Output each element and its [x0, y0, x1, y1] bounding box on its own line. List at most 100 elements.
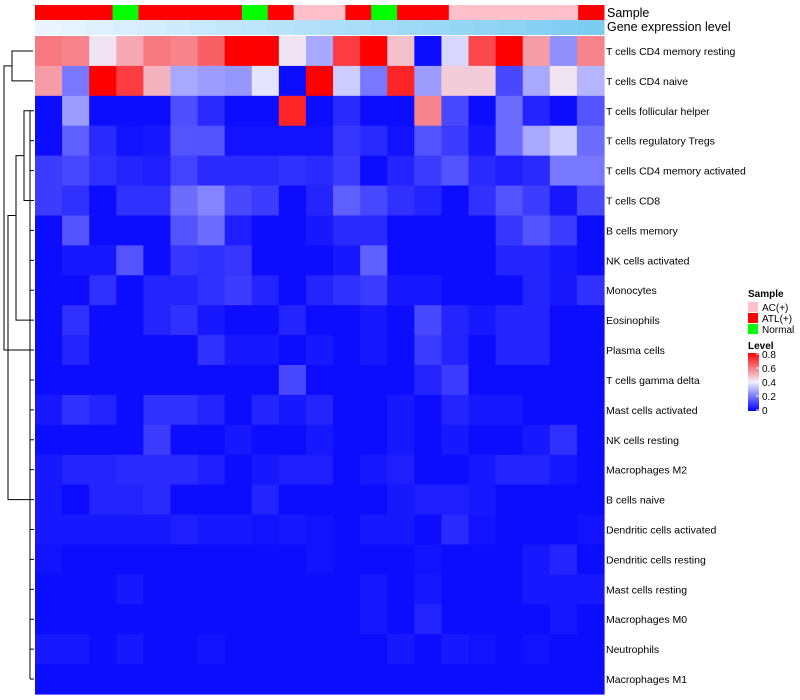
heatmap-cell: [305, 95, 334, 127]
heatmap-cell: [387, 305, 415, 336]
heatmap-cell: [197, 484, 226, 516]
sample-annotation-cell: [397, 5, 424, 20]
heatmap-cell: [170, 65, 199, 97]
sample-annotation-cell: [164, 5, 191, 20]
legend-level-title: Level: [748, 341, 774, 352]
heatmap-cell: [495, 305, 524, 336]
heatmap-cell: [170, 305, 199, 336]
legend-tick-label: 0.8: [762, 350, 776, 361]
heatmap-cell: [62, 65, 90, 97]
heatmap-cell: [522, 36, 551, 67]
heatmap-cell: [143, 634, 172, 665]
heatmap-cell: [116, 335, 144, 366]
heatmap-cell: [35, 275, 63, 306]
heatmap-cell: [143, 604, 172, 635]
heatmap-cell: [549, 484, 578, 516]
heatmap-cell: [305, 394, 334, 426]
heatmap-cell: [278, 65, 307, 97]
row-label: B cells memory: [606, 225, 679, 237]
heatmap-cell: [414, 544, 443, 575]
heatmap-cell: [522, 65, 551, 97]
heatmap-cell: [333, 215, 361, 246]
expression-annotation-cell: [422, 20, 450, 35]
heatmap-cell: [495, 215, 524, 246]
heatmap-cell: [305, 245, 334, 276]
heatmap-cell: [576, 365, 605, 396]
heatmap-cell: [360, 604, 388, 635]
heatmap-cell: [360, 574, 388, 605]
heatmap-cell: [414, 574, 443, 605]
heatmap-cell: [251, 484, 280, 516]
heatmap-cell: [305, 65, 334, 97]
heatmap-cell: [251, 36, 280, 67]
heatmap-cell: [387, 185, 415, 217]
sample-annotation-cell: [552, 5, 579, 20]
heatmap-cell: [251, 664, 280, 695]
heatmap-cell: [360, 365, 388, 396]
heatmap-cell: [333, 664, 361, 695]
heatmap-cell: [387, 544, 415, 575]
heatmap-cell: [360, 125, 388, 157]
heatmap-cell: [305, 574, 334, 605]
heatmap-cell: [251, 245, 280, 276]
heatmap-cell: [414, 664, 443, 695]
heatmap-cell: [522, 424, 551, 456]
heatmap-cell: [224, 574, 253, 605]
heatmap-cell: [62, 155, 90, 187]
heatmap-cell: [35, 514, 63, 546]
heatmap-cell: [89, 95, 117, 127]
heatmap-cell: [441, 155, 470, 187]
heatmap-cell: [197, 574, 226, 605]
heatmap-cell: [522, 155, 551, 187]
heatmap-cell: [414, 185, 443, 217]
heatmap-cell: [576, 65, 605, 97]
heatmap-cell: [170, 95, 199, 127]
heatmap-cell: [441, 335, 470, 366]
heatmap-cell: [576, 634, 605, 665]
heatmap-cell: [116, 394, 144, 426]
heatmap-cell: [278, 335, 307, 366]
heatmap-cell: [143, 365, 172, 396]
heatmap-cell: [116, 95, 144, 127]
heatmap-cell: [305, 604, 334, 635]
heatmap-cell: [576, 484, 605, 516]
heatmap-cell: [468, 544, 497, 575]
heatmap-cell: [522, 574, 551, 605]
heatmap-cell: [495, 185, 524, 217]
annotation-labels: Sample Gene expression level: [607, 6, 731, 34]
heatmap-cell: [468, 215, 497, 246]
heatmap-cell: [35, 574, 63, 605]
heatmap-cell: [251, 394, 280, 426]
heatmap-cell: [333, 36, 361, 67]
heatmap-cell: [387, 634, 415, 665]
heatmap-cell: [143, 454, 172, 486]
heatmap-cell: [576, 155, 605, 187]
sample-annotation-cell: [448, 5, 476, 20]
row-label: T cells CD4 memory activated: [606, 166, 746, 178]
heatmap-cell: [468, 365, 497, 396]
heatmap-cell: [35, 125, 63, 157]
sample-annotation-cell: [35, 5, 62, 20]
heatmap-cell: [414, 634, 443, 665]
heatmap-cell: [251, 335, 280, 366]
heatmap-cell: [522, 95, 551, 127]
heatmap-cell: [495, 454, 524, 486]
heatmap-cell: [278, 574, 307, 605]
expression-annotation-cell: [138, 20, 165, 35]
heatmap-cell: [387, 604, 415, 635]
heatmap-cell: [62, 634, 90, 665]
heatmap-cell: [35, 305, 63, 336]
heatmap-cell: [224, 335, 253, 366]
heatmap-cell: [468, 424, 497, 456]
heatmap-cell: [35, 394, 63, 426]
heatmap-cell: [62, 36, 90, 67]
heatmap-cell: [197, 275, 226, 306]
heatmap-cell: [387, 454, 415, 486]
heatmap-cell: [35, 155, 63, 187]
expression-annotation-cell: [552, 20, 579, 35]
heatmap-cell: [495, 514, 524, 546]
heatmap-cell: [414, 335, 443, 366]
heatmap-cell: [143, 514, 172, 546]
heatmap-cell: [468, 634, 497, 665]
heatmap-cell: [333, 484, 361, 516]
